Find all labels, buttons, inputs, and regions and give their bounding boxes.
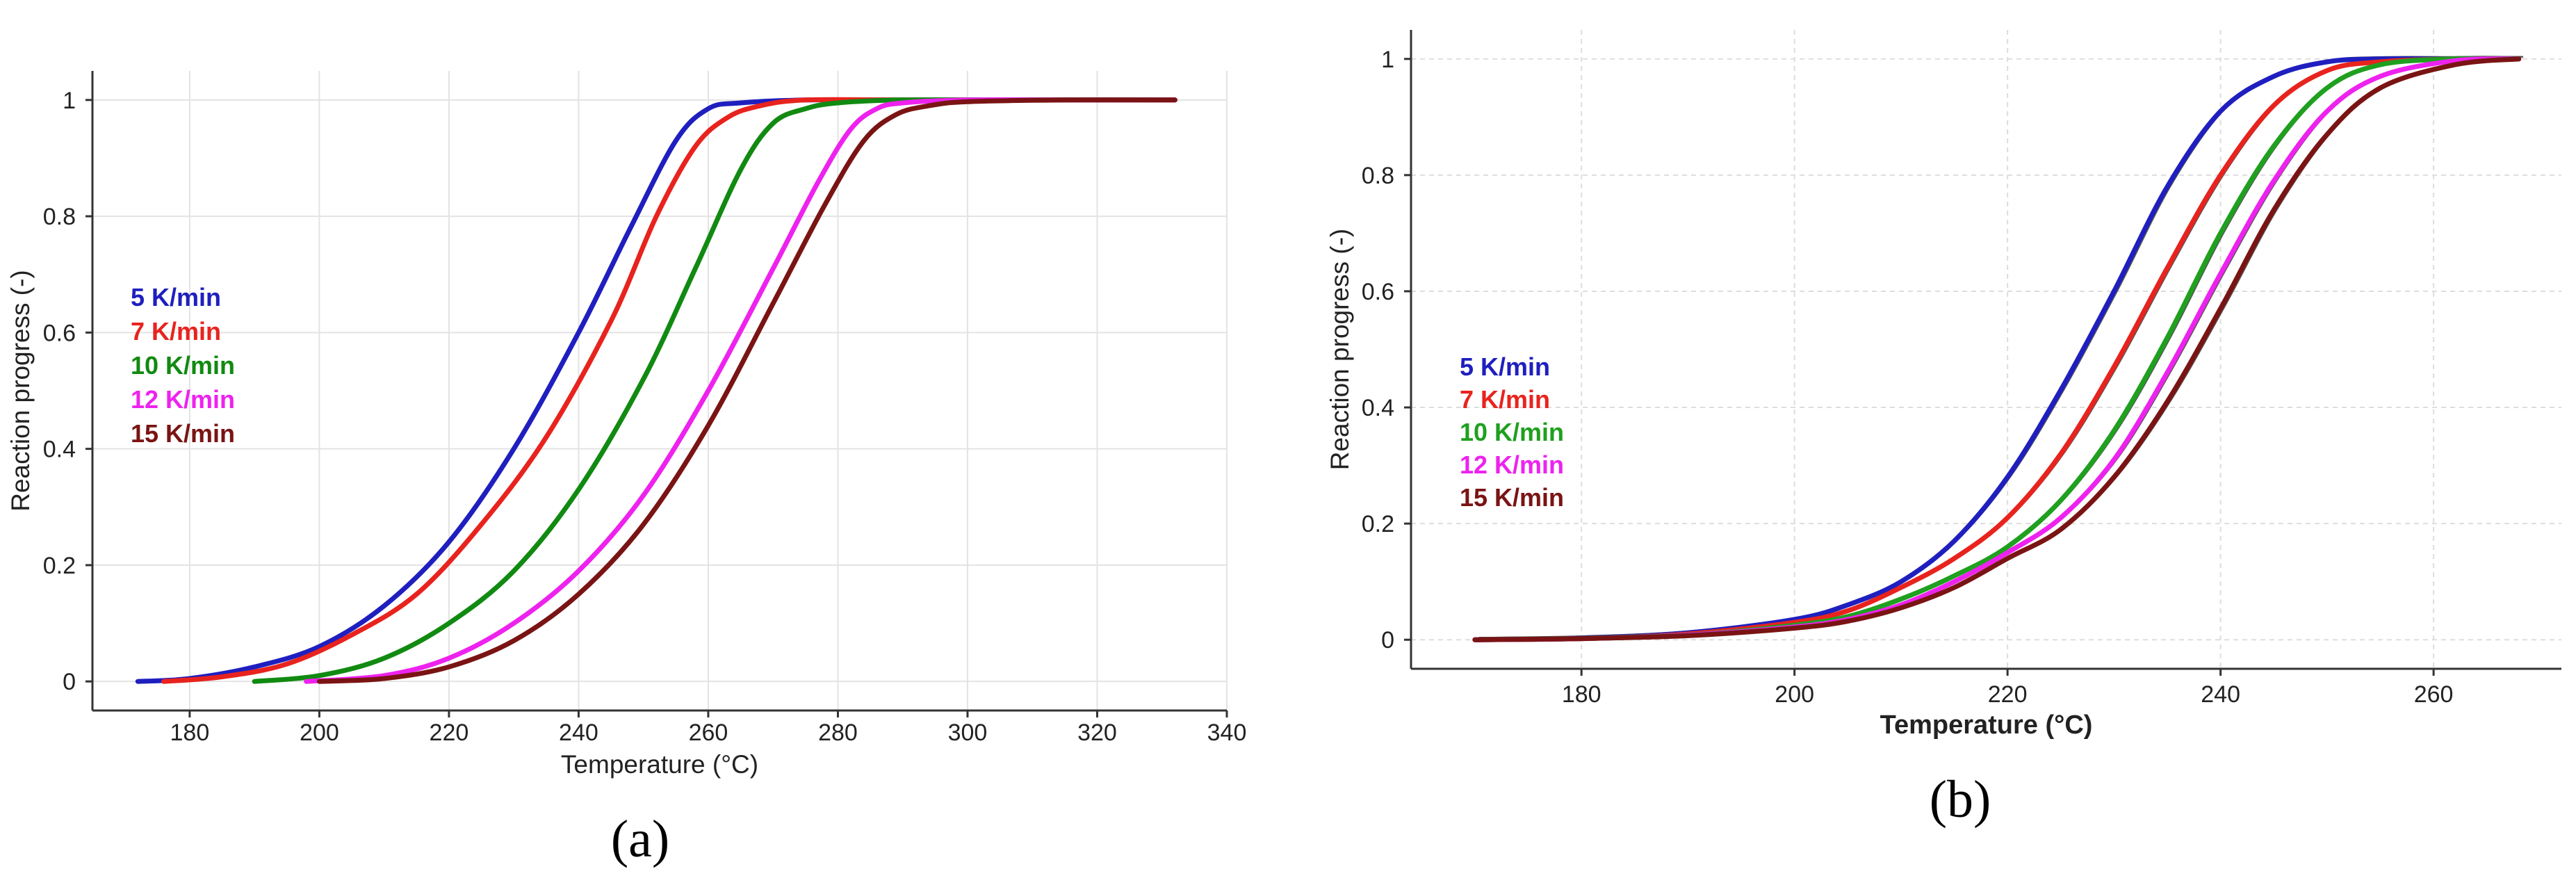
x-tick-label: 280 (818, 720, 858, 746)
x-tick-label: 200 (300, 720, 339, 746)
y-tick-label: 0.6 (43, 320, 76, 346)
x-tick-label: 220 (430, 720, 469, 746)
y-tick-label: 0.2 (1362, 511, 1394, 537)
x-tick-label: 240 (559, 720, 598, 746)
y-tick-label: 1 (1381, 47, 1394, 73)
x-tick-label: 340 (1207, 720, 1247, 746)
legend-entry: 12 K/min (131, 385, 235, 414)
x-tick-label: 240 (2201, 681, 2240, 708)
x-tick-label: 300 (948, 720, 988, 746)
y-axis-title: Reaction progress (-) (6, 270, 35, 512)
y-tick-label: 0.4 (43, 437, 76, 463)
legend-entry: 15 K/min (1460, 483, 1564, 512)
legend-entry: 10 K/min (131, 351, 235, 380)
y-tick-label: 0.8 (43, 204, 76, 230)
y-tick-label: 0.8 (1362, 163, 1394, 189)
x-tick-label: 260 (689, 720, 728, 746)
y-tick-label: 0.6 (1362, 279, 1394, 305)
series-line-5kmin (135, 97, 1177, 684)
series-line-10kmin (252, 97, 1177, 684)
y-tick-label: 0.2 (43, 553, 76, 579)
legend-entry: 5 K/min (131, 283, 221, 311)
x-tick-label: 260 (2414, 681, 2454, 708)
legend-entry: 12 K/min (1460, 450, 1564, 479)
panel-caption: (a) (611, 810, 669, 868)
x-tick-label: 180 (170, 720, 210, 746)
y-axis-title: Reaction progress (-) (1326, 229, 1354, 471)
x-axis-title: Temperature (°C) (561, 750, 758, 779)
legend-entry: 7 K/min (1460, 385, 1550, 414)
series-line-15kmin (316, 97, 1177, 684)
x-axis-title: Temperature (°C) (1880, 711, 2093, 740)
x-tick-label: 180 (1562, 681, 1601, 708)
y-tick-label: 0 (63, 669, 76, 695)
legend-entry: 15 K/min (131, 419, 235, 448)
series-line-15kmin (1472, 56, 2522, 642)
x-tick-label: 320 (1077, 720, 1117, 746)
panel-caption: (b) (1930, 770, 1991, 829)
series-line-12kmin (304, 97, 1177, 684)
y-tick-label: 1 (63, 88, 76, 114)
x-tick-label: 220 (1988, 681, 2028, 708)
legend-entry: 7 K/min (131, 317, 221, 346)
legend-entry: 5 K/min (1460, 352, 1550, 381)
y-tick-label: 0 (1381, 627, 1394, 653)
series-line-7kmin (161, 97, 1177, 684)
x-tick-label: 200 (1775, 681, 1814, 708)
chart-panel-b: 180 200 220 240 260 0 0.2 0.4 0.6 0.8 1 Temperature… (1326, 30, 2561, 829)
series-line-10kmin (1472, 56, 2522, 642)
chart-panel-a: 180 200 220 240 260 280 300 320 340 0 0.2 0.4 0.6 0.8… (6, 71, 1246, 868)
y-tick-label: 0.4 (1362, 395, 1394, 421)
legend-entry: 10 K/min (1460, 418, 1564, 446)
